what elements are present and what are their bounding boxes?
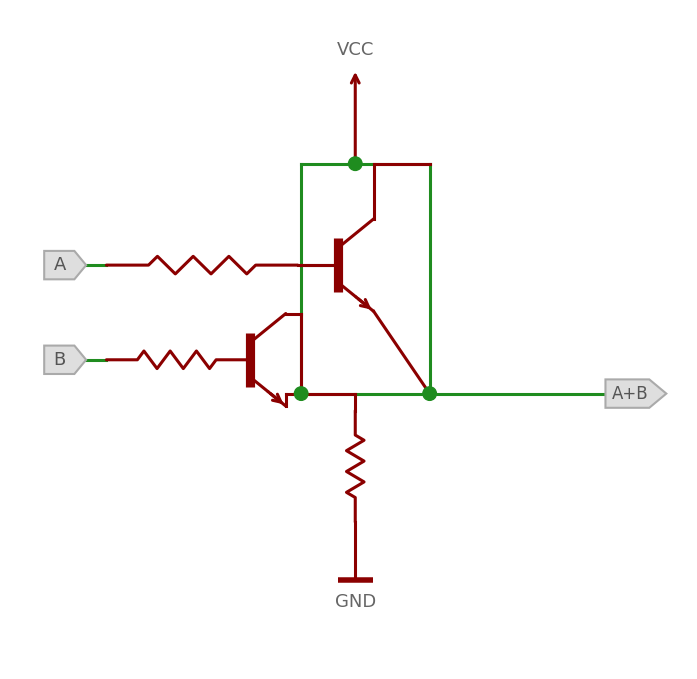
Text: VCC: VCC (337, 41, 374, 59)
Circle shape (423, 387, 436, 401)
Text: GND: GND (335, 593, 376, 611)
Text: B: B (54, 351, 66, 369)
Circle shape (348, 157, 362, 170)
Polygon shape (44, 251, 86, 279)
Polygon shape (44, 346, 86, 374)
Polygon shape (606, 380, 666, 408)
Circle shape (294, 387, 308, 401)
Text: A: A (54, 256, 66, 274)
Text: A+B: A+B (611, 384, 648, 403)
